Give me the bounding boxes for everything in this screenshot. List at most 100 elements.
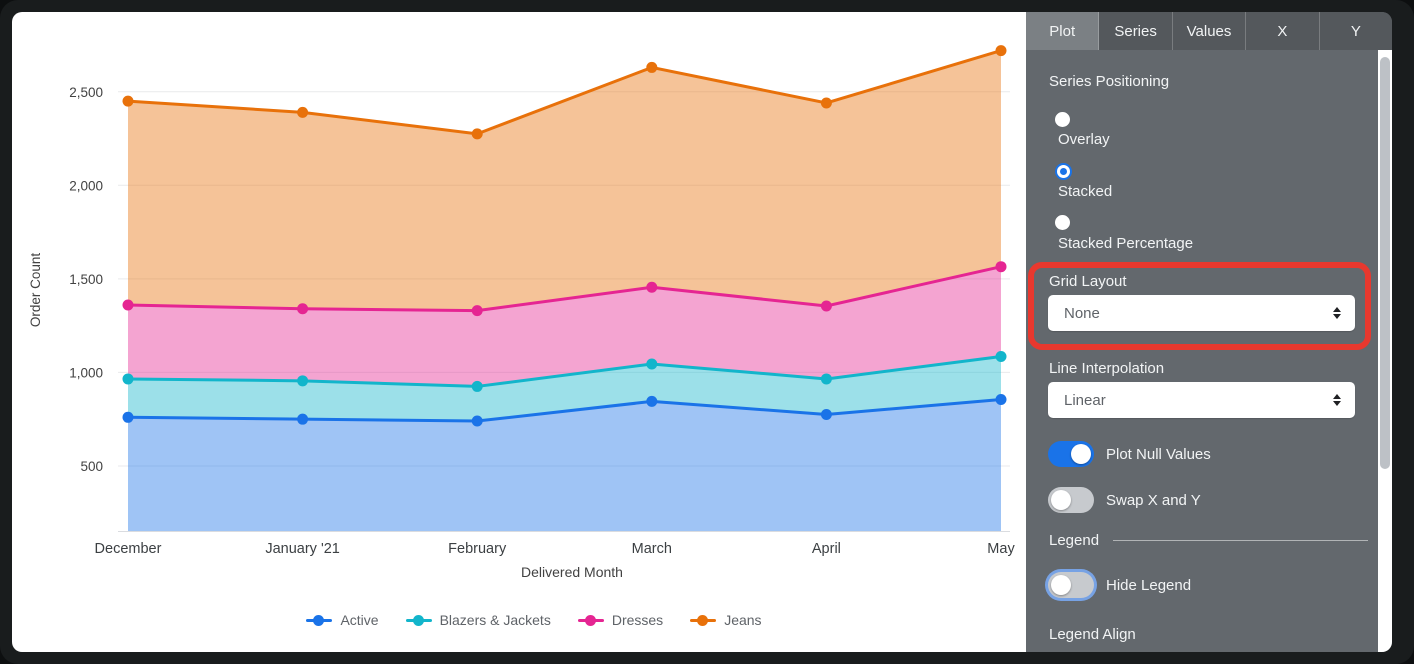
data-point-marker[interactable] — [297, 375, 309, 387]
data-point-marker[interactable] — [122, 411, 134, 423]
panel-scrollbar-thumb[interactable] — [1380, 57, 1390, 469]
y-axis-title: Order Count — [28, 253, 43, 328]
data-point-marker[interactable] — [122, 299, 134, 311]
legend-item-dresses[interactable]: Dresses — [577, 612, 664, 628]
legend-marker-icon — [577, 614, 604, 626]
data-point-marker[interactable] — [471, 128, 483, 140]
data-point-marker[interactable] — [995, 394, 1007, 406]
hide-legend-label: Hide Legend — [1106, 576, 1192, 594]
legend-label: Jeans — [724, 612, 762, 628]
toggle-knob — [1071, 444, 1091, 464]
legend-item-jeans[interactable]: Jeans — [690, 612, 762, 628]
radio-overlay[interactable] — [1055, 112, 1070, 127]
area-band-jeans — [128, 50, 1001, 311]
y-tick-label: 1,000 — [69, 365, 103, 380]
legend-item-blazers-jackets[interactable]: Blazers & Jackets — [405, 612, 551, 628]
window-content: 500 1,000 1,500 2,000 2,500 December January '… — [12, 12, 1392, 652]
swap-x-y-label: Swap X and Y — [1106, 491, 1201, 509]
line-interpolation-heading: Line Interpolation — [1049, 360, 1165, 377]
data-point-marker[interactable] — [297, 303, 309, 315]
chart-legend: Active Blazers & Jackets Dresses Jeans — [12, 612, 1026, 628]
radio-overlay-label: Overlay — [1058, 131, 1110, 148]
data-point-marker[interactable] — [995, 350, 1007, 362]
legend-dot-icon — [412, 614, 424, 626]
x-tick-label: February — [448, 541, 507, 557]
tab-values[interactable]: Values — [1173, 12, 1247, 50]
data-point-marker[interactable] — [646, 395, 658, 407]
data-point-marker[interactable] — [995, 45, 1007, 57]
legend-dot-icon — [697, 614, 709, 626]
legend-align-heading: Legend Align — [1049, 626, 1136, 643]
tab-y[interactable]: Y — [1350, 22, 1361, 40]
data-point-marker[interactable] — [820, 373, 832, 385]
data-point-marker[interactable] — [297, 413, 309, 425]
swap-x-y-row: Swap X and Y — [1048, 487, 1201, 513]
legend-item-active[interactable]: Active — [306, 612, 379, 628]
grid-layout-select[interactable]: None — [1048, 295, 1355, 331]
x-tick-label: May — [987, 541, 1015, 557]
series-line — [127, 49, 1002, 136]
legend-marker-icon — [405, 614, 432, 626]
data-point-marker[interactable] — [471, 380, 483, 392]
radio-stacked[interactable] — [1055, 163, 1072, 180]
y-tick-label: 2,000 — [69, 178, 103, 193]
hide-legend-toggle[interactable] — [1048, 572, 1094, 598]
data-point-marker[interactable] — [646, 61, 658, 73]
x-tick-label: January '21 — [265, 541, 340, 557]
grid-layout-heading: Grid Layout — [1049, 273, 1127, 290]
data-point-marker[interactable] — [471, 415, 483, 427]
tab-x[interactable]: X — [1246, 12, 1320, 50]
area-band-blazers-jackets — [128, 356, 1001, 422]
legend-label: Active — [340, 612, 379, 628]
data-point-marker[interactable] — [471, 305, 483, 317]
section-divider — [1113, 540, 1368, 541]
updown-arrows-icon — [1333, 306, 1341, 320]
swap-x-y-toggle[interactable] — [1048, 487, 1094, 513]
radio-stacked-percentage[interactable] — [1055, 215, 1070, 230]
tab-series[interactable]: Series — [1099, 12, 1173, 50]
series-line — [127, 355, 1002, 388]
hide-legend-row: Hide Legend — [1048, 572, 1191, 598]
line-interpolation-select[interactable]: Linear — [1048, 382, 1355, 418]
legend-dot-icon — [584, 614, 596, 626]
legend-marker-icon — [306, 614, 333, 626]
toggle-knob — [1051, 575, 1071, 595]
data-point-marker[interactable] — [122, 373, 134, 385]
legend-label: Dresses — [611, 612, 664, 628]
panel-body: Series Positioning Overlay Stacked Stack… — [1026, 50, 1378, 652]
series-line — [127, 265, 1002, 313]
plot-null-values-label: Plot Null Values — [1106, 445, 1211, 463]
y-tick-label: 1,500 — [69, 272, 103, 287]
data-point-marker[interactable] — [820, 300, 832, 312]
y-tick-label: 2,500 — [69, 85, 103, 100]
chart-card: 500 1,000 1,500 2,000 2,500 December January '… — [12, 12, 1026, 652]
data-point-marker[interactable] — [297, 106, 309, 118]
updown-arrows-icon — [1333, 393, 1341, 407]
panel-tab-bar: Plot Series Values X Y — [1026, 12, 1392, 50]
data-point-marker[interactable] — [122, 95, 134, 107]
series-positioning-heading: Series Positioning — [1049, 73, 1170, 90]
legend-dot-icon — [313, 614, 325, 626]
grid-layout-value: None — [1064, 304, 1100, 322]
x-tick-label: April — [812, 541, 841, 557]
data-point-marker[interactable] — [995, 261, 1007, 273]
x-axis-title: Delivered Month — [521, 564, 623, 580]
tab-plot[interactable]: Plot — [1026, 12, 1100, 50]
stacked-area-chart: 500 1,000 1,500 2,000 2,500 December January '… — [28, 45, 1015, 580]
series-line — [127, 398, 1002, 423]
radio-stacked-percentage-label: Stacked Percentage — [1058, 235, 1194, 252]
area-band-active — [128, 399, 1001, 531]
data-point-marker[interactable] — [820, 408, 832, 420]
data-point-marker[interactable] — [646, 281, 658, 293]
plot-null-values-row: Plot Null Values — [1048, 441, 1211, 467]
legend-label: Blazers & Jackets — [439, 612, 551, 628]
plot-settings-panel: Plot Series Values X Y Series Positionin… — [1026, 12, 1392, 652]
legend-section-header: Legend — [1049, 532, 1368, 549]
panel-scrollbar-track[interactable] — [1378, 50, 1392, 652]
plot-null-values-toggle[interactable] — [1048, 441, 1094, 467]
data-point-marker[interactable] — [820, 97, 832, 109]
area-band-dresses — [128, 266, 1001, 387]
data-point-marker[interactable] — [646, 358, 658, 370]
toggle-knob — [1051, 490, 1071, 510]
